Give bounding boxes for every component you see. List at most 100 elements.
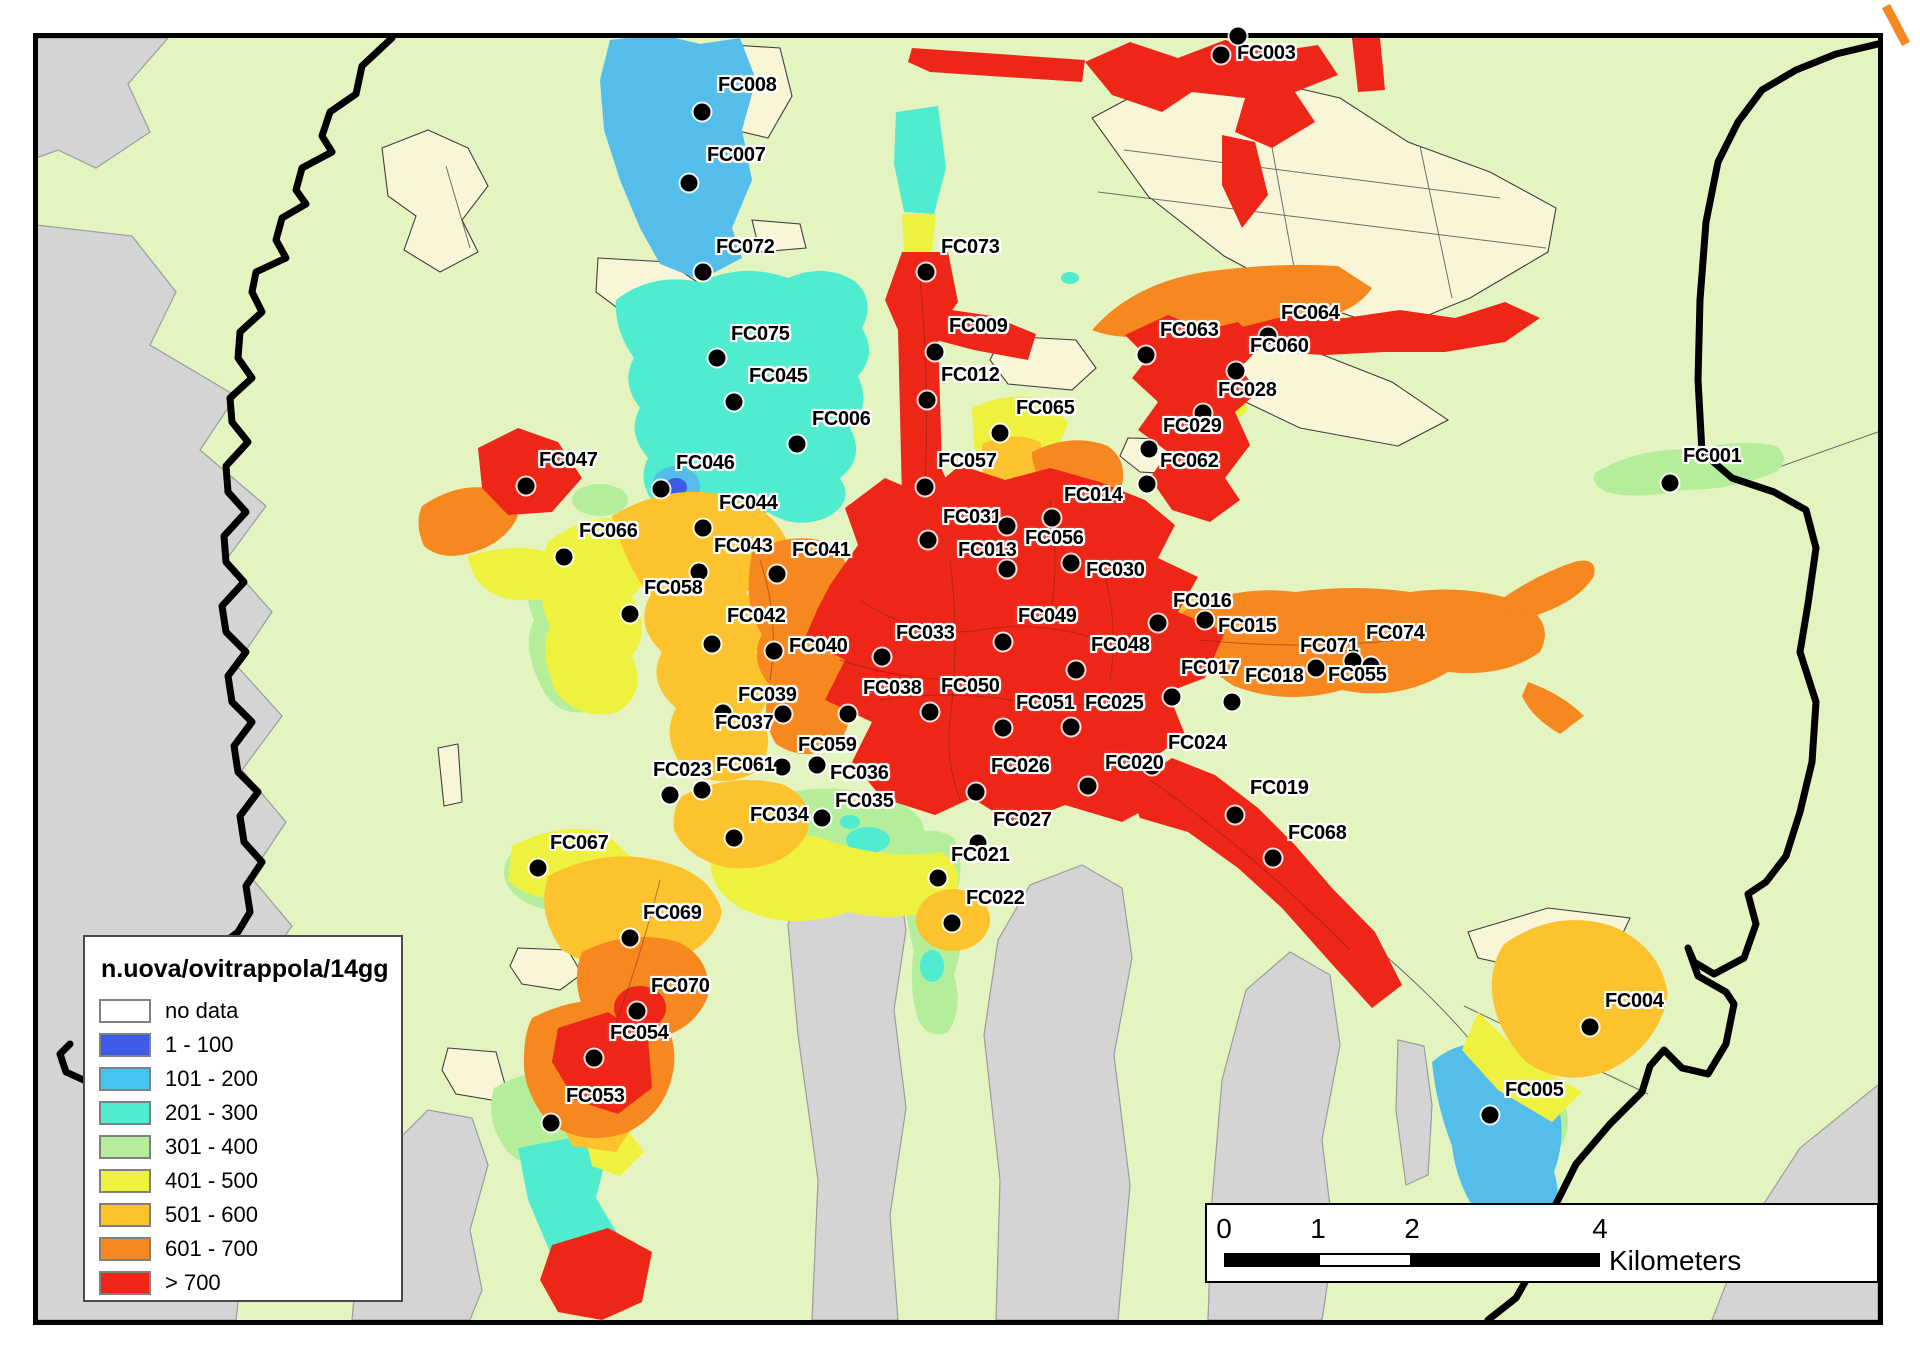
- station-dot-fc023: [661, 786, 679, 804]
- station-label-fc021: FC021: [951, 844, 1010, 866]
- city-streets: [609, 279, 1401, 1041]
- map-frame: [33, 33, 1883, 1325]
- legend-swatch: [99, 1135, 151, 1159]
- station-dot-fc045: [725, 393, 743, 411]
- legend-swatch: [99, 999, 151, 1023]
- station-label-fc038: FC038: [863, 677, 922, 699]
- station-dot-fc020: [1079, 777, 1097, 795]
- station-dot-fc054: [585, 1049, 603, 1067]
- station-label-fc025: FC025: [1085, 692, 1144, 714]
- legend-row: 401 - 500: [99, 1164, 401, 1198]
- legend-row: 101 - 200: [99, 1062, 401, 1096]
- station-dot-fc049: [994, 633, 1012, 651]
- station-label-fc007: FC007: [707, 144, 766, 166]
- station-label-fc019: FC019: [1250, 777, 1309, 799]
- station-dot-fc075: [708, 349, 726, 367]
- station-dot-fc064: [1259, 327, 1277, 345]
- scale-tick-4: 4: [1592, 1213, 1608, 1244]
- station-dot-fc041: [768, 565, 786, 583]
- station-label-fc063: FC063: [1160, 319, 1219, 341]
- station-dot-fc025: [1062, 718, 1080, 736]
- station-dot-fc006: [788, 435, 806, 453]
- station-label-fc072: FC072: [716, 236, 775, 258]
- station-dot-fc029: [1140, 440, 1158, 458]
- station-dot-fc009: [926, 343, 944, 361]
- station-dot-fc033: [873, 648, 891, 666]
- station-label-fc013: FC013: [958, 539, 1017, 561]
- legend-row: no data: [99, 994, 401, 1028]
- station-label-fc044: FC044: [719, 492, 778, 514]
- station-label-fc018: FC018: [1245, 665, 1304, 687]
- station-dot-fc050: [921, 703, 939, 721]
- station-label-fc047: FC047: [539, 449, 598, 471]
- station-dot-fc016: [1149, 614, 1167, 632]
- station-dot-fc051: [994, 719, 1012, 737]
- station-dot-fc048: [1067, 661, 1085, 679]
- station-label-fc046: FC046: [676, 452, 735, 474]
- station-label-fc037: FC037: [715, 712, 774, 734]
- station-dot-fc005: [1481, 1106, 1499, 1124]
- station-dot-fc031: [919, 531, 937, 549]
- station-dot-fc070: [628, 1002, 646, 1020]
- station-dot-fc047: [517, 477, 535, 495]
- station-dot-fc055: [1362, 657, 1380, 675]
- station-label-fc071: FC071: [1300, 635, 1359, 657]
- legend-class-label: 601 - 700: [165, 1236, 258, 1261]
- station-dot-fc053: [542, 1114, 560, 1132]
- station-label-fc043: FC043: [714, 535, 773, 557]
- station-label-fc061: FC061: [716, 754, 775, 776]
- station-label-fc062: FC062: [1160, 450, 1219, 472]
- scale-bar-segments: [1224, 1253, 1600, 1267]
- scale-unit-label: Kilometers: [1609, 1245, 1742, 1276]
- station-dot-fc001: [1661, 474, 1679, 492]
- legend-class-label: 501 - 600: [165, 1202, 258, 1227]
- station-label-fc041: FC041: [792, 539, 851, 561]
- legend-swatch: [99, 1033, 151, 1057]
- legend-class-label: 401 - 500: [165, 1168, 258, 1193]
- station-dot-fc003: [1212, 46, 1230, 64]
- station-label-fc033: FC033: [896, 622, 955, 644]
- station-dot-fc007: [680, 174, 698, 192]
- station-label-fc001: FC001: [1683, 445, 1742, 467]
- municipal-boundary: [56, 38, 1878, 1320]
- station-label-fc006: FC006: [812, 408, 871, 430]
- station-label-fc031: FC031: [943, 506, 1002, 528]
- station-dot-fc039: [774, 705, 792, 723]
- station-label-fc005: FC005: [1505, 1079, 1564, 1101]
- scale-tick-2: 2: [1404, 1213, 1420, 1244]
- legend-swatch: [99, 1203, 151, 1227]
- legend-row: 301 - 400: [99, 1130, 401, 1164]
- station-dot-fc074: [1344, 652, 1362, 670]
- station-dot-fc008: [693, 103, 711, 121]
- station-dot-fc056: [998, 517, 1016, 535]
- station-label-fc030: FC030: [1086, 559, 1145, 581]
- station-label-fc068: FC068: [1288, 822, 1347, 844]
- station-label-fc003: FC003: [1237, 42, 1296, 64]
- legend-title: n.uova/ovitrappola/14gg: [101, 955, 389, 983]
- station-dot-fc072: [694, 263, 712, 281]
- station-dot-fc013: [998, 560, 1016, 578]
- station-dot-fc027: [969, 834, 987, 852]
- station-label-fc015: FC015: [1218, 615, 1277, 637]
- station-dot-fc026: [967, 783, 985, 801]
- station-label-fc008: FC008: [718, 74, 777, 96]
- station-dot-fc069: [621, 929, 639, 947]
- station-label-fc016: FC016: [1173, 590, 1232, 612]
- station-dot-fc018: [1223, 693, 1241, 711]
- station-label-fc028: FC028: [1218, 379, 1277, 401]
- station-label-fc009: FC009: [949, 315, 1008, 337]
- station-label-fc075: FC075: [731, 323, 790, 345]
- station-dot-fc067: [529, 859, 547, 877]
- station-label-fc056: FC056: [1025, 527, 1084, 549]
- legend-classes: no data 1 - 100 101 - 200 201 - 300 301 - 40…: [99, 994, 401, 1300]
- station-dot-fc022: [943, 914, 961, 932]
- station-label-fc059: FC059: [798, 734, 857, 756]
- station-dot-fc058: [621, 605, 639, 623]
- legend-class-label: 301 - 400: [165, 1134, 258, 1159]
- legend-class-label: 101 - 200: [165, 1066, 258, 1091]
- station-label-fc049: FC049: [1018, 605, 1077, 627]
- legend-row: 501 - 600: [99, 1198, 401, 1232]
- legend-swatch: [99, 1169, 151, 1193]
